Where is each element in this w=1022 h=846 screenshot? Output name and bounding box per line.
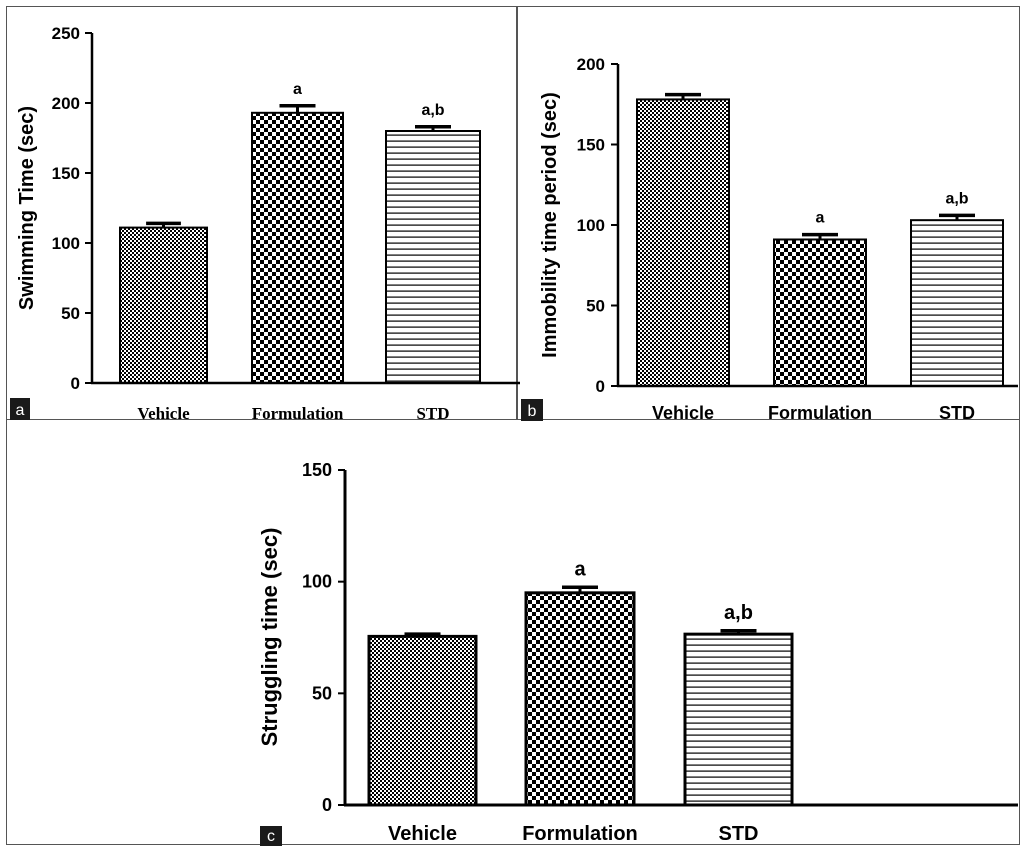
bar-a-3	[385, 130, 481, 384]
y-tick-label-b-3: 150	[577, 136, 605, 155]
panel-label-a: a	[16, 402, 25, 419]
panel-c-frame	[6, 418, 1020, 845]
category-label-c-3: STD	[719, 823, 759, 845]
panel-label-box-a	[10, 398, 30, 420]
y-axis-title-c: Struggling time (sec)	[257, 528, 282, 747]
bar-c-3	[683, 632, 794, 807]
y-tick-label-a-5: 250	[52, 24, 80, 43]
bar-c-2	[524, 591, 636, 807]
bar-b-1	[636, 98, 730, 387]
annotation-b-2: a	[816, 210, 825, 227]
panel-label-box-c	[260, 826, 282, 846]
y-tick-label-b-0: 0	[596, 377, 605, 396]
annotation-c-2: a	[574, 558, 586, 580]
category-label-a-3: STD	[416, 404, 449, 423]
panel-label-box-b	[521, 399, 543, 421]
category-label-a-1: Vehicle	[137, 404, 190, 423]
category-label-b-3: STD	[939, 403, 975, 423]
y-tick-label-b-1: 50	[586, 297, 605, 316]
y-tick-label-a-2: 100	[52, 234, 80, 253]
y-tick-label-c-2: 100	[302, 572, 332, 592]
category-label-a-2: Formulation	[252, 404, 344, 423]
y-axis-title-a: Swimming Time (sec)	[16, 106, 38, 310]
y-tick-label-c-1: 50	[312, 683, 332, 703]
panel-b-frame	[516, 6, 1020, 420]
y-tick-label-a-0: 0	[71, 374, 80, 393]
bar-a-2	[251, 111, 344, 385]
bar-c-1	[367, 634, 478, 807]
y-tick-label-b-2: 100	[577, 216, 605, 235]
panel-label-c: c	[267, 828, 275, 845]
category-label-c-2: Formulation	[522, 823, 638, 845]
category-label-b-1: Vehicle	[652, 403, 714, 423]
y-tick-label-c-3: 150	[302, 460, 332, 480]
annotation-c-3: a,b	[724, 602, 753, 624]
category-label-b-2: Formulation	[768, 403, 872, 423]
y-tick-label-b-4: 200	[577, 55, 605, 74]
y-tick-label-a-3: 150	[52, 164, 80, 183]
panel-label-b: b	[528, 403, 537, 420]
y-tick-label-a-1: 50	[61, 304, 80, 323]
bar-b-2	[773, 238, 867, 387]
y-tick-label-a-4: 200	[52, 94, 80, 113]
panel-a-frame	[6, 6, 518, 420]
y-tick-label-c-0: 0	[322, 795, 332, 815]
annotation-b-3: a,b	[945, 190, 968, 207]
bar-a-1	[119, 226, 208, 384]
category-label-c-1: Vehicle	[388, 823, 457, 845]
bar-b-3	[910, 219, 1004, 387]
y-axis-title-b: Immobility time period (sec)	[539, 92, 561, 358]
annotation-a-2: a	[293, 81, 302, 98]
annotation-a-3: a,b	[421, 102, 444, 119]
